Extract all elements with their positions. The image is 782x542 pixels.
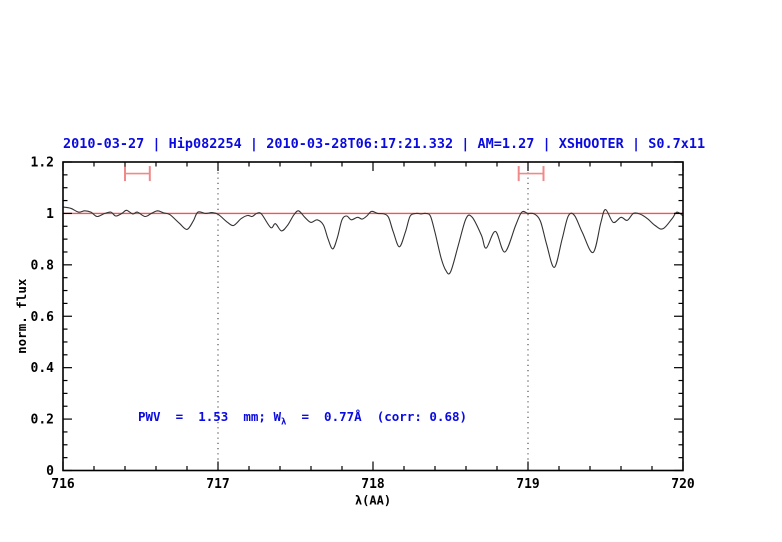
y-tick-label: 0.6	[31, 310, 55, 325]
pwv-annotation-prefix: PWV = 1.53 mm; W	[138, 409, 281, 424]
x-tick-label: 718	[361, 477, 385, 492]
x-tick-label: 720	[671, 477, 695, 492]
x-tick-label: 717	[206, 477, 229, 492]
y-tick-label: 0.8	[31, 258, 55, 273]
plot-title: 2010-03-27 | Hip082254 | 2010-03-28T06:1…	[63, 136, 706, 152]
pwv-annotation: PWV = 1.53 mm; Wλ = 0.77Å (corr: 0.68)	[138, 409, 467, 428]
y-tick-label: 0.2	[31, 413, 54, 428]
spectrum-trace	[62, 206, 684, 275]
y-tick-label: 1	[46, 207, 54, 222]
x-axis-label: λ(AA)	[355, 494, 391, 508]
x-tick-label: 719	[516, 477, 539, 492]
y-axis-label: norm. flux	[14, 278, 29, 354]
x-tick-label: 716	[51, 477, 75, 492]
pwv-annotation-suffix: = 0.77Å (corr: 0.68)	[286, 409, 468, 424]
y-tick-label: 0	[46, 464, 54, 479]
y-tick-label: 0.4	[31, 361, 55, 376]
y-tick-label: 1.2	[31, 156, 54, 171]
pwv-annotation-lambda-subscript: λ	[281, 417, 287, 428]
